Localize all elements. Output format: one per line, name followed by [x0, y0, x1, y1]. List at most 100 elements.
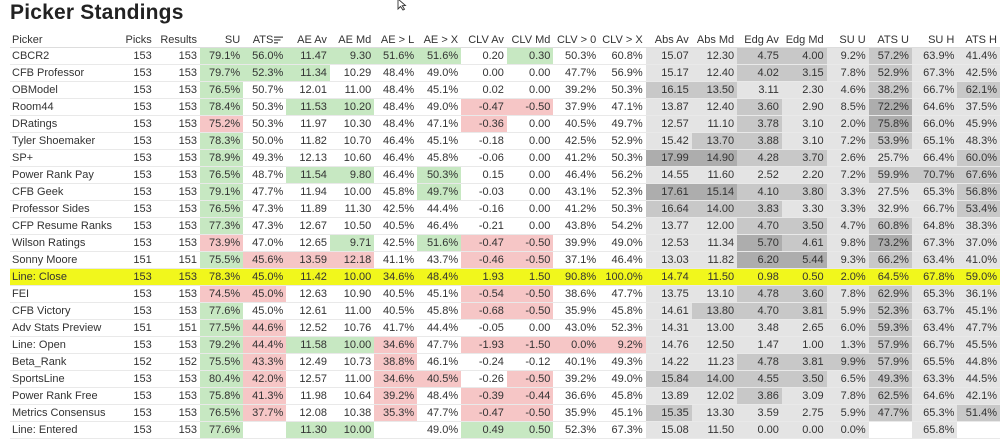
table-cell: -1.50 — [506, 336, 554, 354]
table-cell: 46.4% — [599, 251, 646, 269]
table-cell: 34.6% — [374, 370, 418, 388]
column-header-label: ATS — [252, 34, 274, 46]
column-header-clv-0[interactable]: CLV > 0 — [553, 33, 600, 48]
table-row[interactable]: Metrics Consensus 153 153 76.5% 37.7% 12.08 10… — [10, 404, 1000, 422]
sort-descending-icon[interactable] — [274, 36, 284, 44]
table-cell: 56.9% — [599, 64, 646, 82]
table-row[interactable]: Power Rank Free 153 153 75.8% 41.3% 11.98 10.6… — [10, 387, 1000, 405]
table-cell: 45.8% — [599, 302, 646, 320]
table-cell: 51.6% — [417, 234, 462, 252]
table-cell: 153 — [115, 149, 155, 167]
column-header-clv-md[interactable]: CLV Md — [506, 33, 554, 48]
column-header-clv-x[interactable]: CLV > X — [599, 33, 646, 48]
column-header-label: ATS H — [965, 34, 997, 46]
table-cell: 13.75 — [645, 285, 692, 303]
column-header-picks[interactable]: Picks — [115, 33, 155, 48]
column-header-ae-av[interactable]: AE Av — [286, 33, 330, 48]
column-header-label: AE > X — [423, 34, 459, 46]
table-row[interactable]: CFB Professor 153 153 79.7% 52.3% 11.34 10.29 4… — [10, 64, 1000, 82]
table-cell: 12.53 — [645, 234, 692, 252]
table-row[interactable]: Line: Open 153 153 79.2% 44.4% 11.58 10.00 34.6… — [10, 336, 1000, 354]
table-cell: 151 — [115, 251, 155, 269]
table-cell: 40.5% — [374, 285, 418, 303]
table-cell: 0.00 — [506, 319, 554, 337]
mouse-cursor-icon — [397, 0, 407, 11]
table-cell: 56.8% — [957, 183, 1000, 201]
table-row[interactable]: Line: Entered 153 153 77.6% 11.30 10.00 49.0% 0… — [10, 421, 1000, 439]
column-header-ats-u[interactable]: ATS U — [868, 33, 912, 48]
table-row[interactable]: CFB Geek 153 153 79.1% 47.7% 11.94 10.00 45.8% 4… — [10, 183, 1000, 201]
column-header-ae-l[interactable]: AE > L — [374, 33, 418, 48]
page-title: Picker Standings — [10, 1, 184, 24]
table-row[interactable]: OBModel 153 153 76.5% 50.7% 12.01 11.00 48.4% 45… — [10, 81, 1000, 99]
table-row[interactable]: Adv Stats Preview 151 151 77.5% 44.6% 12.52 10… — [10, 319, 1000, 337]
picker-name-cell: SportsLine — [10, 370, 116, 388]
table-cell: 27.5% — [868, 183, 912, 201]
column-header-abs-md[interactable]: Abs Md — [691, 33, 738, 48]
table-cell: 153 — [115, 200, 155, 218]
table-cell: 77.6% — [200, 421, 244, 439]
table-row[interactable]: DRatings 153 153 75.2% 50.3% 11.97 10.30 48.4% 4… — [10, 115, 1000, 133]
table-cell: 11.54 — [286, 166, 330, 184]
column-header-picker[interactable]: Picker — [10, 33, 116, 48]
table-cell: 3.88 — [737, 132, 782, 150]
table-cell: 38.8% — [374, 353, 418, 371]
table-cell: 52.9% — [868, 64, 912, 82]
table-cell: 15.14 — [691, 183, 738, 201]
table-cell: 49.0% — [417, 421, 462, 439]
table-cell: 12.18 — [329, 251, 375, 269]
table-row[interactable]: Professor Sides 153 153 76.5% 47.3% 11.89 11.3… — [10, 200, 1000, 218]
table-cell: 43.1% — [553, 183, 600, 201]
table-cell: 3.10 — [781, 132, 827, 150]
table-cell: 49.7% — [417, 183, 462, 201]
column-header-su-u[interactable]: SU U — [826, 33, 869, 48]
table-row[interactable]: CBCR2 153 153 79.1% 56.0% 11.47 9.30 51.6% 51.6%… — [10, 47, 1000, 65]
table-row[interactable]: Tyler Shoemaker 153 153 78.3% 50.0% 11.82 10.7… — [10, 132, 1000, 150]
table-row[interactable]: CFP Resume Ranks 153 153 77.3% 47.3% 12.67 10.… — [10, 217, 1000, 235]
column-header-edg-av[interactable]: Edg Av — [737, 33, 782, 48]
table-row[interactable]: SP+ 153 153 78.9% 49.3% 12.13 10.60 46.4% 45.8% -… — [10, 149, 1000, 167]
column-header-su[interactable]: SU — [200, 33, 244, 48]
column-header-abs-av[interactable]: Abs Av — [645, 33, 692, 48]
column-header-ae-x[interactable]: AE > X — [417, 33, 462, 48]
column-header-edg-md[interactable]: Edg Md — [781, 33, 827, 48]
table-cell: 153 — [154, 336, 200, 354]
table-row[interactable]: Line: Close 153 153 78.3% 45.0% 11.42 10.00 34.… — [10, 268, 1000, 286]
table-row[interactable]: Beta_Rank 152 152 75.5% 43.3% 12.49 10.73 38.8%… — [10, 353, 1000, 371]
table-cell: 77.5% — [200, 319, 244, 337]
column-header-ats-h[interactable]: ATS H — [957, 33, 1000, 48]
table-row[interactable]: Wilson Ratings 153 153 73.9% 47.0% 12.65 9.71 4… — [10, 234, 1000, 252]
table-cell: -0.50 — [506, 302, 554, 320]
column-header-clv-av[interactable]: CLV Av — [461, 33, 507, 48]
table-cell: 0.50 — [781, 268, 827, 286]
table-cell: 39.2% — [553, 370, 600, 388]
column-header-su-h[interactable]: SU H — [911, 33, 958, 48]
table-cell: 153 — [115, 166, 155, 184]
table-row[interactable]: Room44 153 153 78.4% 50.3% 11.53 10.20 48.4% 49.… — [10, 98, 1000, 116]
table-cell: 10.76 — [329, 319, 375, 337]
column-header-results[interactable]: Results — [154, 33, 200, 48]
table-row[interactable]: FEI 153 153 74.5% 45.0% 12.63 10.90 40.5% 45.1% -… — [10, 285, 1000, 303]
table-cell: 12.65 — [286, 234, 330, 252]
table-cell: 13.89 — [645, 387, 692, 405]
table-cell: 153 — [154, 115, 200, 133]
column-header-ats[interactable]: ATS — [243, 33, 287, 48]
table-row[interactable]: Power Rank Pay 153 153 76.5% 48.7% 11.54 9.80 4… — [10, 166, 1000, 184]
table-row[interactable]: CFB Victory 153 153 77.6% 45.0% 12.61 11.00 40.… — [10, 302, 1000, 320]
table-cell: 11.00 — [329, 302, 375, 320]
table-cell: 4.00 — [781, 47, 827, 65]
table-cell: 12.01 — [286, 81, 330, 99]
table-cell: 48.4% — [374, 98, 418, 116]
column-header-ae-md[interactable]: AE Md — [329, 33, 375, 48]
table-cell: 1.50 — [506, 268, 554, 286]
table-row[interactable]: Sonny Moore 151 151 75.5% 45.6% 13.59 12.18 41.… — [10, 251, 1000, 269]
table-cell: 45.1% — [417, 132, 462, 150]
table-cell: 50.3% — [553, 47, 600, 65]
table-cell: 11.47 — [286, 47, 330, 65]
table-cell: 0.98 — [737, 268, 782, 286]
table-row[interactable]: SportsLine 153 153 80.4% 42.0% 12.57 11.00 34.6… — [10, 370, 1000, 388]
table-cell: 4.55 — [737, 370, 782, 388]
table-cell: 153 — [154, 64, 200, 82]
table-cell: 60.8% — [599, 47, 646, 65]
table-cell: 67.3% — [911, 234, 958, 252]
